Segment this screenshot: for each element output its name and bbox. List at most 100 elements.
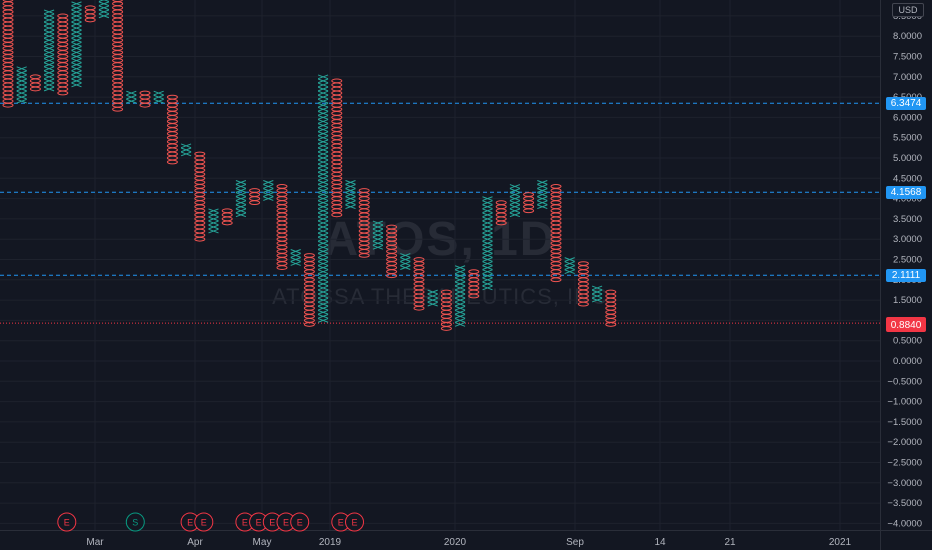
event-marker-circle[interactable] <box>57 512 77 532</box>
x-box <box>372 232 384 238</box>
x-box <box>482 200 493 205</box>
o-box <box>139 98 151 104</box>
y-tick-label: −3.0000 <box>887 478 922 489</box>
o-box <box>331 98 343 104</box>
x-box <box>290 257 301 262</box>
o-box <box>57 82 69 88</box>
event-marker[interactable]: E <box>290 512 310 532</box>
o-box <box>2 17 14 23</box>
x-box <box>482 212 493 218</box>
o-box <box>358 204 370 210</box>
o-box <box>29 86 41 92</box>
event-marker-circle[interactable] <box>194 512 214 532</box>
o-box <box>194 204 206 210</box>
x-box <box>317 163 329 169</box>
o-box <box>57 62 69 67</box>
x-box <box>427 297 438 303</box>
o-box <box>112 17 124 23</box>
event-marker[interactable]: E <box>194 512 214 532</box>
x-box <box>482 273 493 279</box>
o-box <box>413 269 425 275</box>
x-box <box>454 273 466 279</box>
x-box <box>317 253 329 258</box>
o-box <box>358 208 370 214</box>
price-tag: 0.8840 <box>886 318 926 332</box>
x-box <box>317 216 329 222</box>
o-box <box>331 90 343 96</box>
o-box <box>577 261 589 266</box>
x-box <box>317 277 329 283</box>
event-marker-label: E <box>297 518 303 528</box>
o-box <box>303 269 315 275</box>
y-tick-label: 3.0000 <box>893 234 922 245</box>
event-marker[interactable]: S <box>125 512 145 532</box>
event-marker-circle[interactable] <box>345 512 364 532</box>
o-box <box>303 305 315 311</box>
x-column <box>98 0 110 19</box>
x-box <box>43 29 55 35</box>
o-box <box>331 119 343 124</box>
o-box <box>112 21 124 27</box>
o-box <box>386 265 398 270</box>
price-tag: 2.1111 <box>886 268 926 282</box>
x-box <box>43 62 55 67</box>
o-box <box>413 265 425 270</box>
o-column <box>523 192 535 214</box>
o-box <box>112 9 124 15</box>
o-box <box>276 204 288 210</box>
event-marker[interactable]: E <box>57 512 77 532</box>
o-box <box>605 322 617 327</box>
x-box <box>43 78 55 84</box>
o-box <box>440 293 452 299</box>
o-box <box>84 17 96 23</box>
o-box <box>495 208 507 214</box>
o-box <box>386 228 398 234</box>
x-box <box>400 253 411 258</box>
o-column <box>605 289 617 327</box>
x-box <box>317 318 329 323</box>
o-box <box>166 94 178 100</box>
event-marker[interactable]: E <box>249 512 269 532</box>
x-box <box>345 192 356 197</box>
x-box <box>98 5 110 11</box>
event-marker[interactable]: E <box>345 512 364 532</box>
o-box <box>331 200 343 206</box>
x-box <box>71 66 82 72</box>
o-box <box>57 70 69 76</box>
x-box <box>43 33 55 39</box>
x-box <box>454 305 466 311</box>
x-box <box>71 78 82 84</box>
o-box <box>550 253 562 258</box>
x-column <box>454 265 466 327</box>
x-column <box>317 74 329 323</box>
x-box <box>345 196 356 201</box>
o-box <box>166 119 178 124</box>
x-box <box>317 273 329 279</box>
o-box <box>550 261 562 266</box>
x-box <box>482 281 493 287</box>
event-marker-circle[interactable] <box>125 512 145 532</box>
x-box <box>43 25 55 31</box>
event-marker-circle[interactable] <box>290 512 310 532</box>
x-box <box>317 119 329 124</box>
x-box <box>98 9 110 15</box>
y-tick-label: −1.0000 <box>887 397 922 408</box>
o-box <box>331 143 343 149</box>
o-box <box>440 313 452 319</box>
o-box <box>194 151 206 157</box>
x-column <box>537 180 548 210</box>
x-box <box>427 293 438 299</box>
x-box <box>509 192 521 197</box>
x-box <box>317 309 329 315</box>
y-tick-label: 0.0000 <box>893 356 922 367</box>
x-box <box>43 9 55 15</box>
x-box <box>537 200 548 205</box>
x-box <box>317 236 329 242</box>
o-box <box>523 192 535 197</box>
o-box <box>386 240 398 246</box>
y-tick-label: 4.0000 <box>893 194 922 205</box>
currency-label[interactable]: USD <box>892 3 924 17</box>
x-box <box>454 322 466 327</box>
